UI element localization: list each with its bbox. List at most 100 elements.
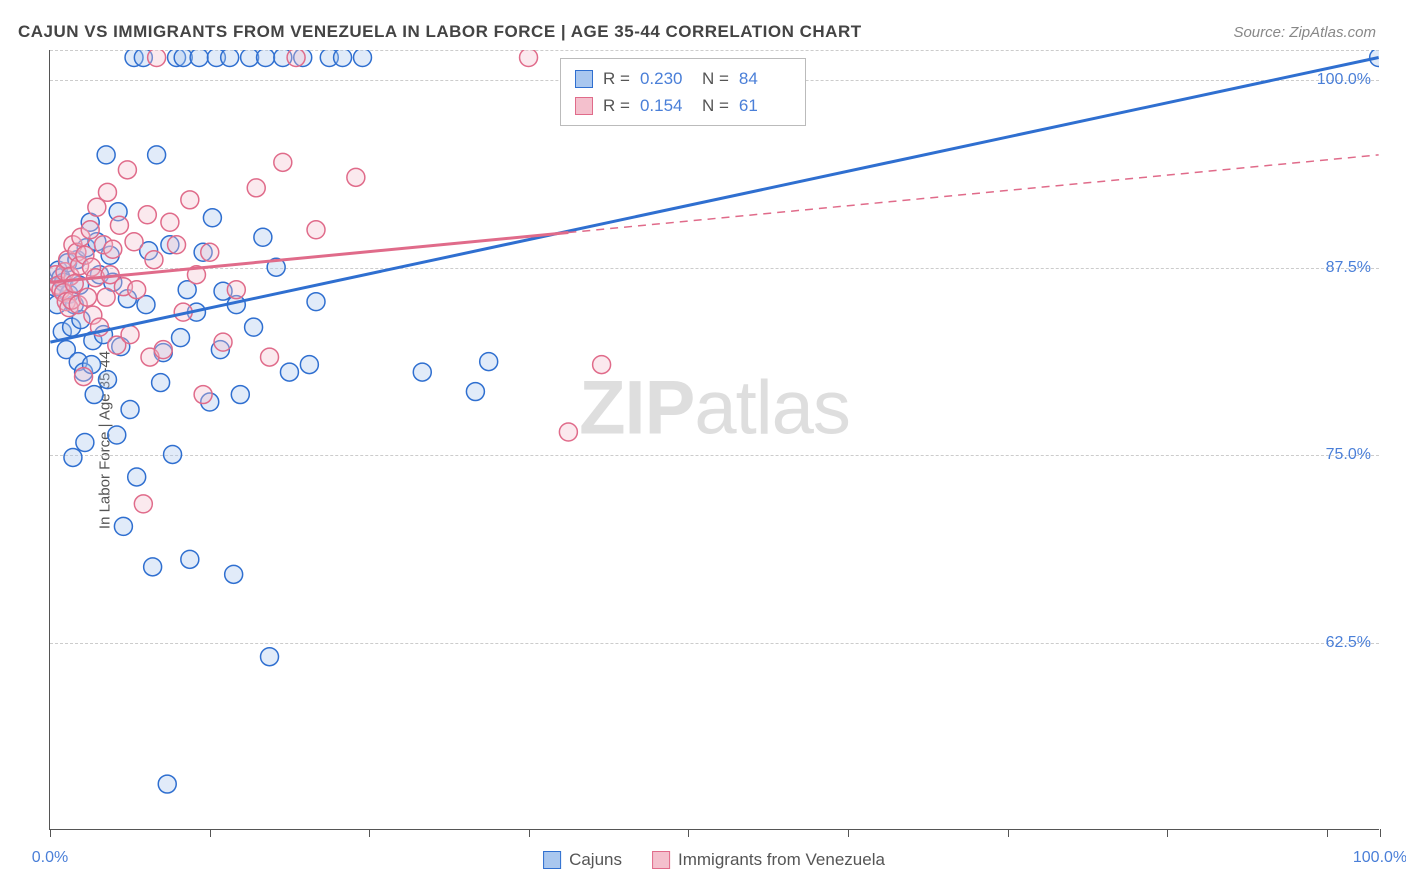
- legend-item-cajuns: Cajuns: [543, 850, 622, 870]
- n-value: 61: [739, 92, 791, 119]
- scatter-point: [121, 326, 139, 344]
- x-tick-label: 0.0%: [32, 849, 68, 867]
- scatter-point: [274, 153, 292, 171]
- x-tick-label: 100.0%: [1353, 849, 1406, 867]
- legend-label: Cajuns: [569, 850, 622, 870]
- scatter-point: [245, 318, 263, 336]
- scatter-point: [145, 251, 163, 269]
- scatter-point: [98, 371, 116, 389]
- x-tick: [1008, 829, 1009, 837]
- scatter-point: [347, 168, 365, 186]
- scatter-point: [118, 161, 136, 179]
- scatter-point: [203, 209, 221, 227]
- legend-row-cajuns: R = 0.230 N = 84: [575, 65, 791, 92]
- scatter-point: [300, 356, 318, 374]
- chart-title: CAJUN VS IMMIGRANTS FROM VENEZUELA IN LA…: [18, 22, 862, 42]
- x-tick: [369, 829, 370, 837]
- legend-swatch-pink: [652, 851, 670, 869]
- scatter-point: [181, 550, 199, 568]
- scatter-point: [164, 445, 182, 463]
- n-value: 84: [739, 65, 791, 92]
- legend-row-venezuela: R = 0.154 N = 61: [575, 92, 791, 119]
- x-tick: [848, 829, 849, 837]
- scatter-point: [466, 383, 484, 401]
- scatter-point: [172, 329, 190, 347]
- scatter-point: [148, 146, 166, 164]
- legend-swatch-blue: [543, 851, 561, 869]
- scatter-point: [148, 50, 166, 66]
- legend-swatch-blue: [575, 70, 593, 88]
- scatter-point: [64, 448, 82, 466]
- scatter-point: [247, 179, 265, 197]
- scatter-point: [152, 374, 170, 392]
- n-label: N =: [702, 65, 729, 92]
- scatter-point: [480, 353, 498, 371]
- scatter-point: [75, 368, 93, 386]
- x-tick: [1380, 829, 1381, 837]
- r-label: R =: [603, 65, 630, 92]
- scatter-point: [154, 341, 172, 359]
- scatter-point: [194, 386, 212, 404]
- scatter-point: [128, 281, 146, 299]
- scatter-point: [221, 50, 239, 66]
- scatter-point: [334, 50, 352, 66]
- scatter-point: [144, 558, 162, 576]
- scatter-point: [254, 228, 272, 246]
- scatter-point: [161, 213, 179, 231]
- scatter-point: [201, 243, 219, 261]
- chart-source: Source: ZipAtlas.com: [1233, 24, 1376, 41]
- scatter-point: [520, 50, 538, 66]
- scatter-point: [104, 240, 122, 258]
- scatter-point: [85, 386, 103, 404]
- scatter-point: [225, 565, 243, 583]
- scatter-point: [134, 495, 152, 513]
- r-value: 0.154: [640, 92, 692, 119]
- scatter-point: [98, 183, 116, 201]
- scatter-point: [158, 775, 176, 793]
- scatter-point: [168, 236, 186, 254]
- scatter-point: [287, 50, 305, 66]
- x-tick: [210, 829, 211, 837]
- scatter-point: [231, 386, 249, 404]
- x-tick: [1327, 829, 1328, 837]
- scatter-point: [257, 50, 275, 66]
- r-label: R =: [603, 92, 630, 119]
- scatter-point: [97, 146, 115, 164]
- legend-swatch-pink: [575, 97, 593, 115]
- scatter-point: [79, 288, 97, 306]
- scatter-svg: [50, 50, 1379, 829]
- legend-label: Immigrants from Venezuela: [678, 850, 885, 870]
- scatter-point: [261, 348, 279, 366]
- r-value: 0.230: [640, 65, 692, 92]
- scatter-point: [65, 275, 83, 293]
- scatter-point: [114, 517, 132, 535]
- scatter-point: [261, 648, 279, 666]
- scatter-point: [138, 206, 156, 224]
- x-tick: [529, 829, 530, 837]
- chart-header: CAJUN VS IMMIGRANTS FROM VENEZUELA IN LA…: [18, 22, 1376, 42]
- plot-area: In Labor Force | Age 35-44 ZIPatlas R = …: [49, 50, 1379, 830]
- x-tick: [688, 829, 689, 837]
- scatter-point: [76, 434, 94, 452]
- scatter-point: [307, 221, 325, 239]
- x-tick: [1167, 829, 1168, 837]
- scatter-point: [307, 293, 325, 311]
- scatter-point: [354, 50, 372, 66]
- scatter-point: [97, 288, 115, 306]
- plot-container: In Labor Force | Age 35-44 ZIPatlas R = …: [49, 50, 1379, 830]
- scatter-point: [413, 363, 431, 381]
- scatter-point: [190, 50, 208, 66]
- scatter-point: [128, 468, 146, 486]
- scatter-point: [108, 426, 126, 444]
- scatter-point: [110, 216, 128, 234]
- scatter-point: [280, 363, 298, 381]
- scatter-point: [227, 281, 245, 299]
- x-tick: [50, 829, 51, 837]
- correlation-legend: R = 0.230 N = 84 R = 0.154 N = 61: [560, 58, 806, 126]
- series-legend: Cajuns Immigrants from Venezuela: [543, 850, 885, 870]
- scatter-point: [125, 233, 143, 251]
- trend-line-extrapolated: [568, 155, 1378, 233]
- scatter-point: [214, 333, 232, 351]
- scatter-point: [593, 356, 611, 374]
- n-label: N =: [702, 92, 729, 119]
